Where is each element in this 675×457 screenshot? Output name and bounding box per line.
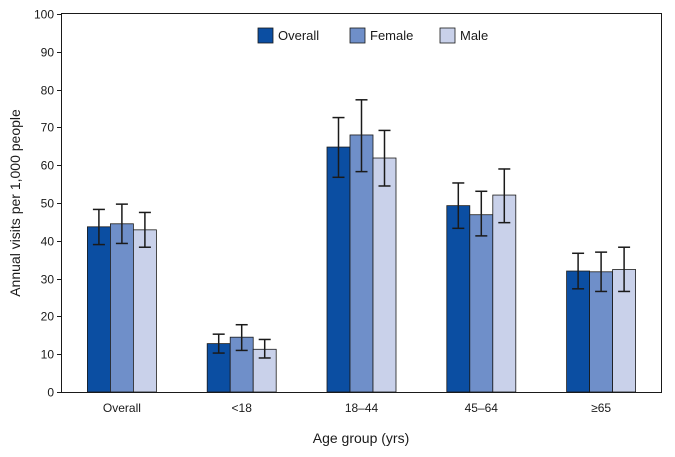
y-tick-label: 30 [41,273,55,287]
y-tick-label: 10 [41,348,55,362]
x-axis-title: Age group (yrs) [313,430,409,446]
y-tick-label: 50 [41,197,55,211]
bar-female-3 [349,134,374,393]
y-tick-label: 0 [47,386,54,400]
bars [87,134,636,393]
bar-overall-4 [446,205,471,393]
bar-female-4 [469,214,494,393]
legend-item-male: Male [439,27,488,44]
x-tick-label: <18 [232,401,253,415]
x-tick-label: 45–64 [465,401,499,415]
error-bar-overall-2 [212,333,225,354]
y-tick-label: 100 [34,8,54,22]
y-tick-label: 20 [41,310,55,324]
error-bar-male-2 [258,338,271,359]
legend: Overall Female Male [257,27,488,44]
error-bar-female-1 [115,203,128,245]
x-tick-label: Overall [103,401,141,415]
error-bar-female-2 [235,323,248,352]
bar-overall-3 [326,146,351,393]
legend-label: Male [460,28,488,43]
error-bar-overall-1 [92,208,105,246]
bar-male-4 [492,194,517,393]
x-tick-labels: Overall <18 18–44 45–64 ≥65 [103,401,611,415]
error-bar-male-4 [498,168,511,224]
bar-female-1 [110,223,134,393]
error-bar-female-5 [595,251,608,293]
y-tick-labels: 0 10 20 30 40 50 60 70 80 90 100 [34,8,54,400]
bar-male-3 [372,157,397,393]
error-bar-overall-4 [452,182,465,230]
error-bars [92,99,631,359]
bar-overall-1 [87,226,111,393]
error-bar-male-3 [378,129,391,187]
error-bar-overall-5 [572,252,585,290]
bar-male-1 [132,229,157,393]
error-bar-female-4 [475,190,488,237]
legend-swatch [439,27,456,44]
legend-label: Overall [278,28,319,43]
y-axis-title: Annual visits per 1,000 people [7,109,23,297]
y-tick-label: 60 [41,159,55,173]
error-bar-male-1 [138,211,151,248]
y-tick-label: 40 [41,235,55,249]
y-tick-label: 80 [41,84,55,98]
error-bar-female-3 [355,99,368,173]
legend-swatch [349,27,366,44]
y-tick-label: 70 [41,121,55,135]
x-tick-label: 18–44 [345,401,379,415]
legend-label: Female [370,28,413,43]
error-bar-male-5 [618,246,631,293]
legend-swatch [257,27,274,44]
error-bar-overall-3 [332,116,345,179]
plot-frame [61,13,662,393]
x-tick-label: ≥65 [591,401,611,415]
legend-item-overall: Overall [257,27,319,44]
y-tick-label: 90 [41,46,55,60]
legend-item-female: Female [349,27,413,44]
